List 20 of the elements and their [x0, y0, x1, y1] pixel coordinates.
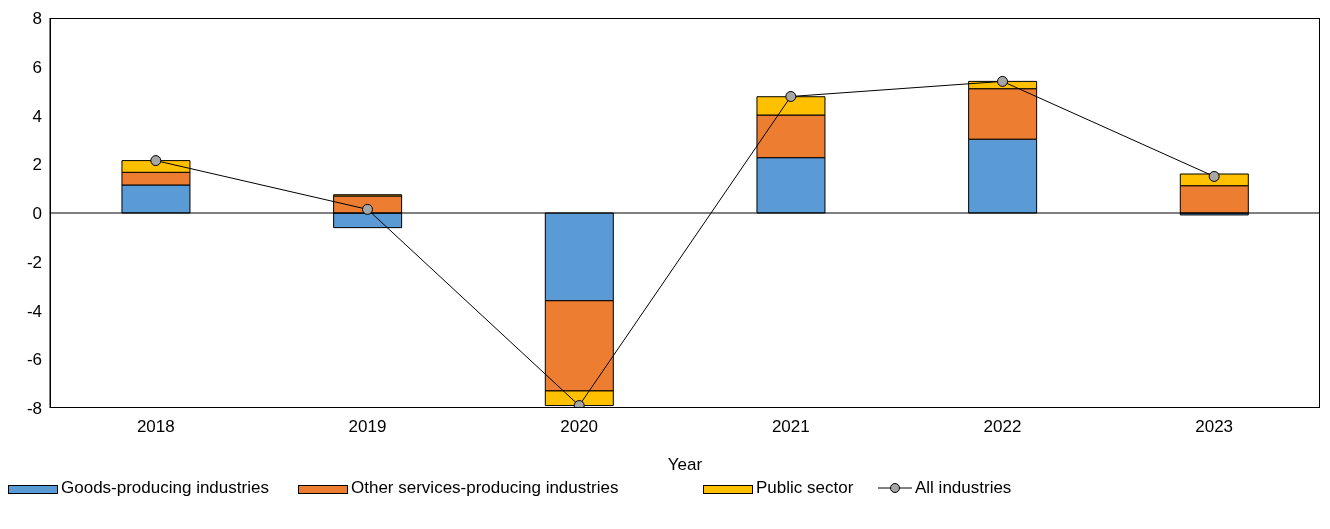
x-tick-label: 2020	[560, 417, 599, 437]
y-tick-label: -6	[26, 350, 42, 370]
x-tick-label: 2023	[1195, 417, 1234, 437]
y-tick-label: 8	[32, 9, 42, 29]
y-tick-label: -8	[26, 399, 42, 419]
y-tick-label: 0	[32, 204, 42, 224]
legend-label: Goods-producing industries	[61, 478, 269, 498]
y-tick-label: -4	[26, 301, 42, 321]
y-tick-label: -2	[26, 252, 42, 272]
x-tick-label: 2022	[983, 417, 1022, 437]
x-tick-label: 2019	[348, 417, 387, 437]
x-tick-label: 2021	[771, 417, 810, 437]
legend-label: All industries	[915, 478, 1012, 498]
y-tick-label: 4	[32, 106, 42, 126]
x-axis-title: Year	[667, 455, 703, 474]
y-tick-label: 6	[32, 57, 42, 77]
y-tick-label: 2	[32, 155, 42, 175]
legend-label: Public sector	[756, 478, 854, 498]
legend-label: Other services-producing industries	[351, 478, 619, 498]
x-tick-label: 2018	[136, 417, 175, 437]
